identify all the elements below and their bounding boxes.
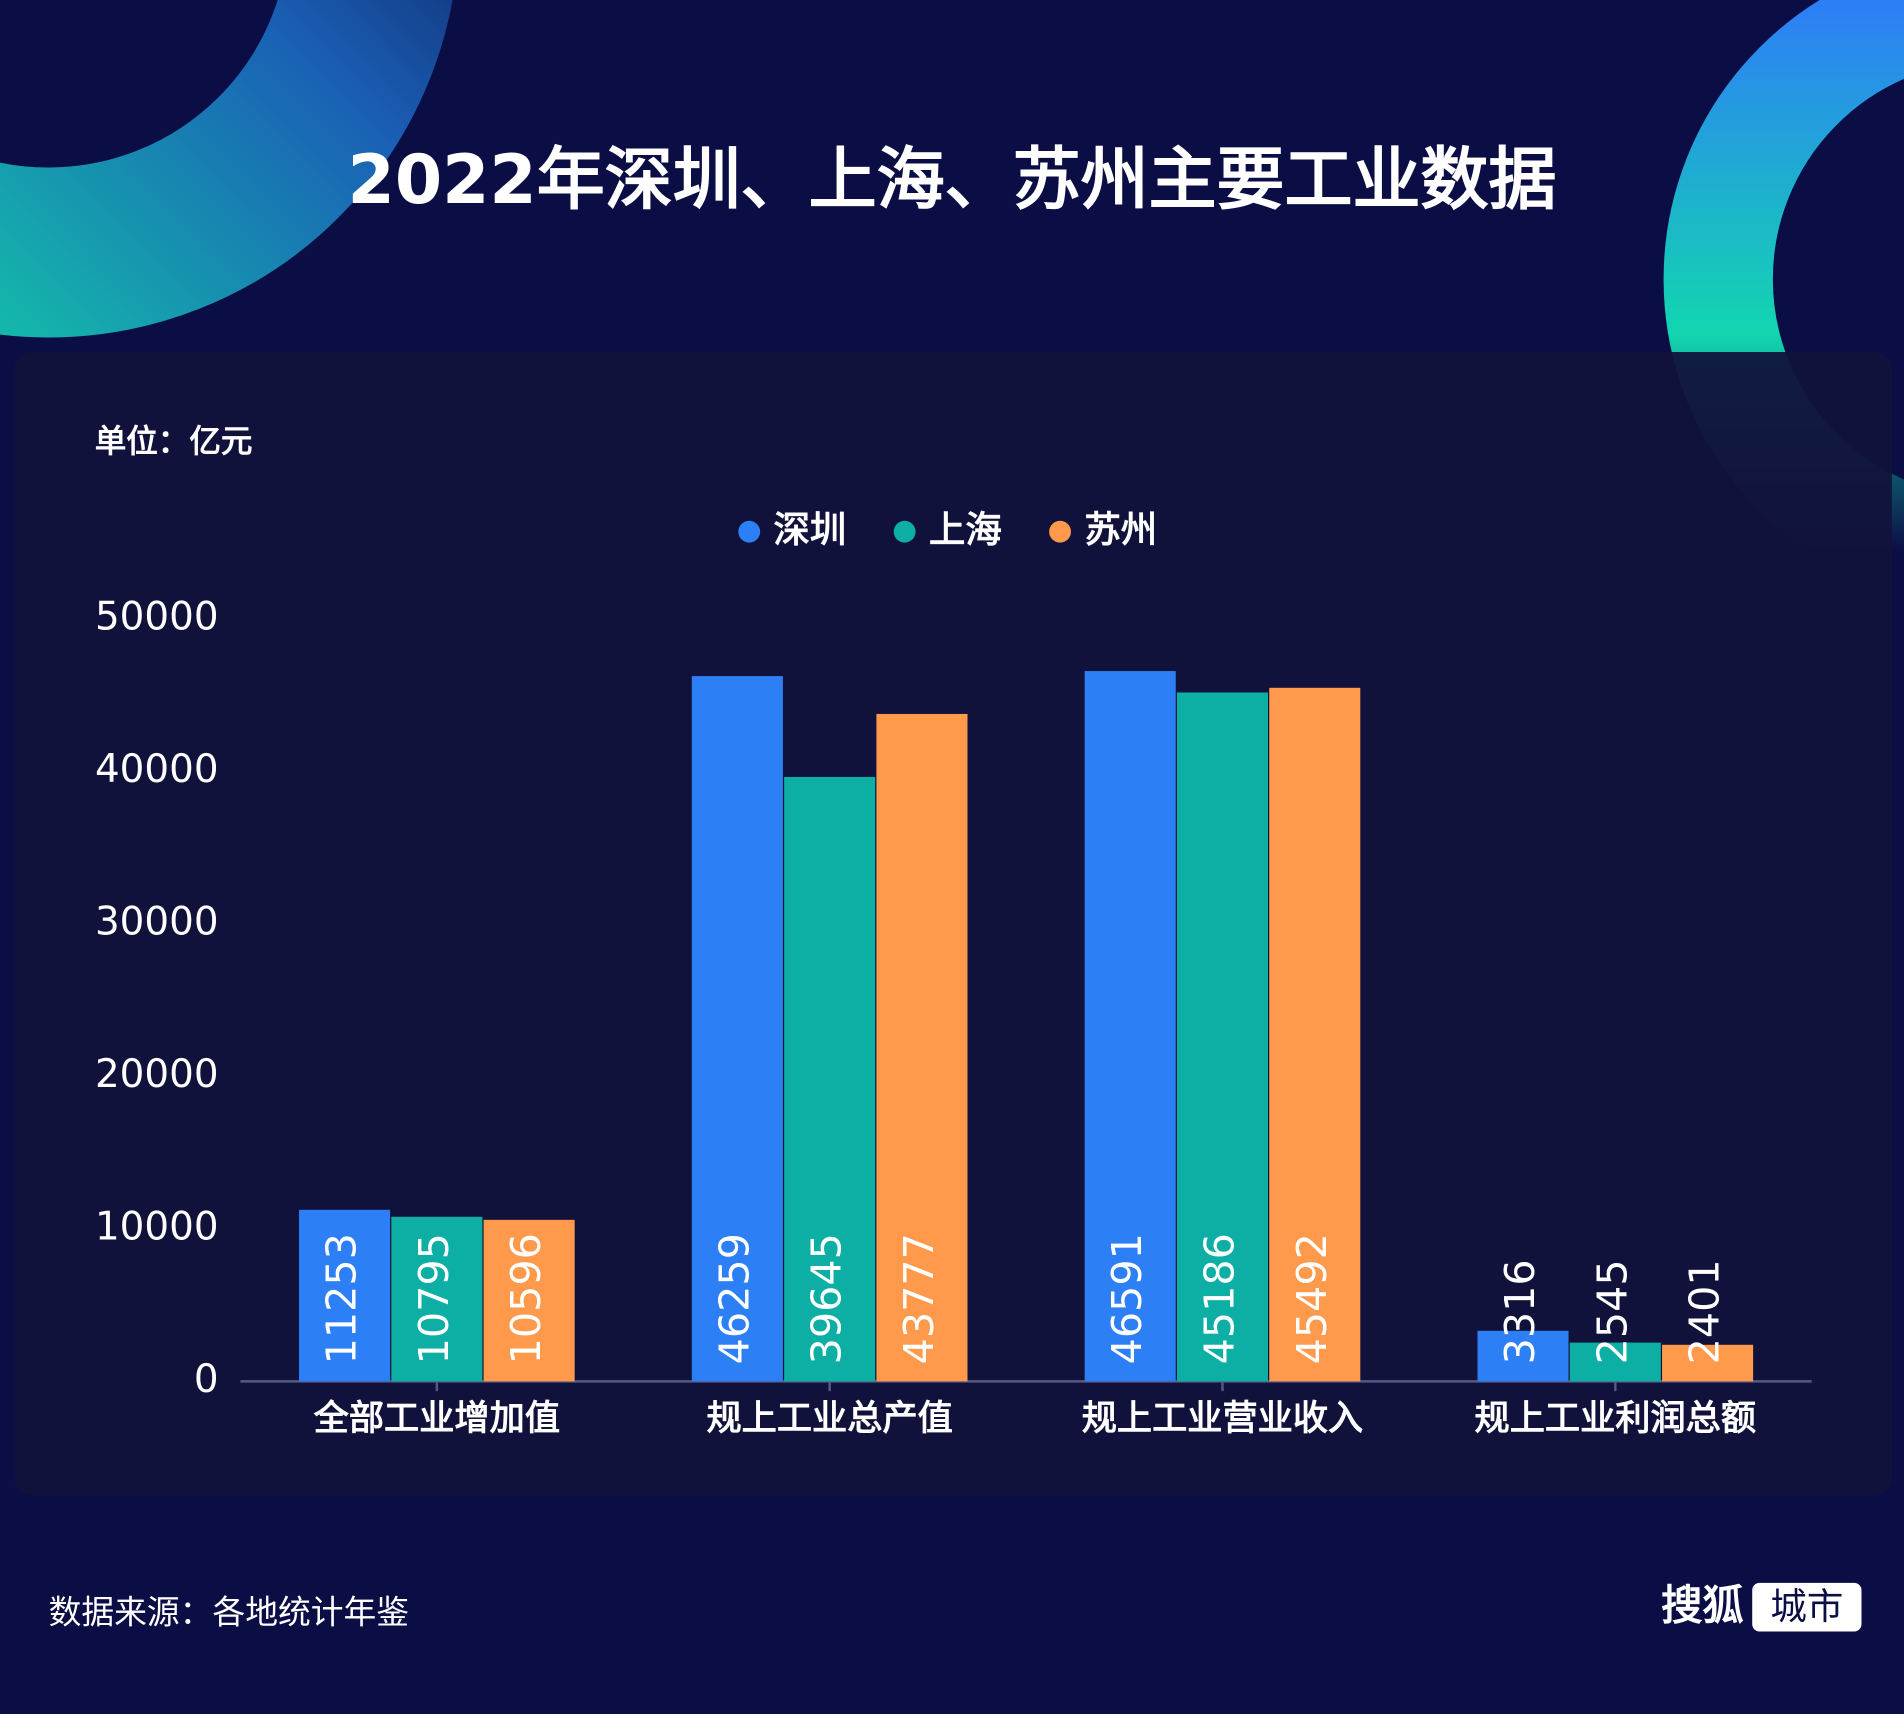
brand-tag: 城市 bbox=[1770, 1585, 1843, 1628]
decor-arc bbox=[1663, 0, 1904, 595]
bar bbox=[1084, 671, 1176, 1382]
bar bbox=[1477, 1330, 1569, 1382]
bar-value-label: 11253 bbox=[318, 1233, 366, 1364]
y-tick-label: 20000 bbox=[95, 1052, 219, 1097]
y-tick-label: 10000 bbox=[95, 1204, 219, 1249]
bar-value-label: 43777 bbox=[895, 1233, 943, 1364]
legend-marker bbox=[893, 520, 916, 543]
bar-value-label: 45186 bbox=[1195, 1233, 1243, 1364]
chart-title: 2022年深圳、上海、苏州主要工业数据 bbox=[348, 141, 1557, 220]
brand: 搜狐 bbox=[1661, 1581, 1744, 1629]
bar-value-label: 45492 bbox=[1288, 1233, 1336, 1364]
x-tick-label: 规上工业利润总额 bbox=[1475, 1398, 1757, 1439]
bar bbox=[691, 676, 783, 1382]
bar bbox=[299, 1209, 391, 1382]
bar-value-label: 10596 bbox=[502, 1233, 550, 1364]
x-tick-label: 规上工业总产值 bbox=[706, 1398, 952, 1439]
bar bbox=[876, 713, 968, 1382]
bar-value-label: 3316 bbox=[1496, 1259, 1544, 1364]
y-tick-label: 40000 bbox=[95, 747, 219, 792]
bar bbox=[483, 1219, 575, 1382]
y-tick-label: 30000 bbox=[95, 900, 219, 945]
brand-tag-box bbox=[1752, 1582, 1862, 1632]
legend-label: 深圳 bbox=[774, 508, 847, 551]
legend-label: 上海 bbox=[929, 508, 1002, 551]
legend-marker bbox=[1049, 520, 1071, 543]
bar bbox=[1176, 692, 1269, 1382]
x-tick-label: 全部工业增加值 bbox=[313, 1398, 560, 1439]
bar bbox=[391, 1216, 483, 1382]
y-tick-label: 0 bbox=[194, 1357, 219, 1402]
bar-value-label: 46591 bbox=[1103, 1233, 1151, 1364]
bar bbox=[784, 776, 876, 1382]
bar-value-label: 46259 bbox=[710, 1233, 758, 1364]
bar-value-label: 2401 bbox=[1681, 1259, 1729, 1364]
bar-value-label: 10795 bbox=[410, 1233, 458, 1364]
legend-marker bbox=[738, 520, 761, 543]
bar bbox=[1269, 687, 1361, 1382]
bar bbox=[1569, 1342, 1661, 1382]
bar-value-label: 2545 bbox=[1588, 1259, 1636, 1364]
source: 数据来源：各地统计年鉴 bbox=[49, 1593, 409, 1631]
x-tick-label: 规上工业营业收入 bbox=[1082, 1398, 1364, 1439]
legend-label: 苏州 bbox=[1084, 508, 1157, 551]
bar bbox=[1662, 1344, 1754, 1382]
unit-label: 单位：亿元 bbox=[95, 423, 253, 460]
decor-arc bbox=[0, 0, 453, 338]
bar-value-label: 39645 bbox=[803, 1233, 851, 1364]
y-tick-label: 50000 bbox=[95, 595, 219, 640]
